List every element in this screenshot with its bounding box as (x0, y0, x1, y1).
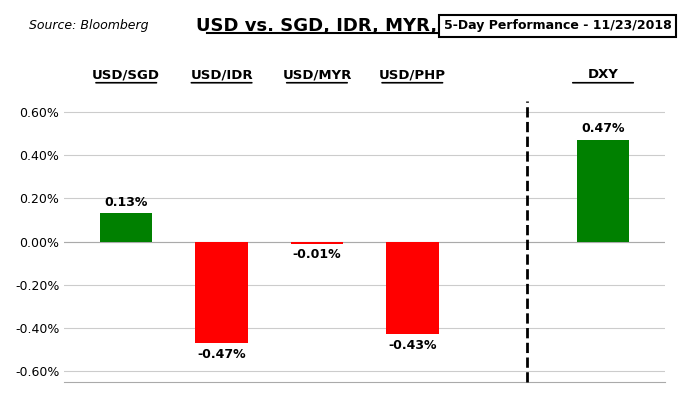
Bar (577, 140, 629, 241)
Text: USD vs. SGD, IDR, MYR, PHP: USD vs. SGD, IDR, MYR, PHP (196, 17, 484, 35)
Text: USD/PHP: USD/PHP (379, 68, 446, 81)
Text: 0.47%: 0.47% (581, 122, 625, 135)
Text: USD/MYR: USD/MYR (282, 68, 352, 81)
Text: Source: Bloomberg: Source: Bloomberg (29, 19, 148, 32)
Text: 0.13%: 0.13% (105, 196, 148, 209)
Text: DXY: DXY (588, 68, 618, 81)
Text: USD/SGD: USD/SGD (92, 68, 160, 81)
Bar (195, 241, 248, 343)
Text: -0.43%: -0.43% (388, 339, 437, 352)
Text: USD/IDR: USD/IDR (190, 68, 253, 81)
Text: -0.01%: -0.01% (292, 249, 341, 261)
Text: -0.47%: -0.47% (197, 348, 246, 361)
Text: 5-Day Performance - 11/23/2018: 5-Day Performance - 11/23/2018 (444, 19, 671, 32)
Bar (100, 214, 152, 241)
Bar (291, 241, 343, 244)
Bar (386, 241, 439, 334)
